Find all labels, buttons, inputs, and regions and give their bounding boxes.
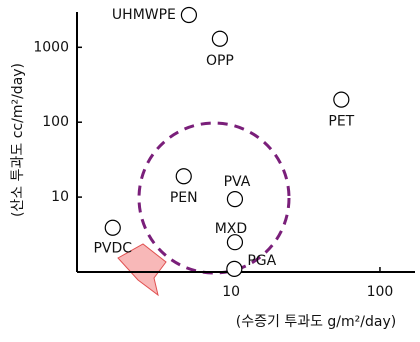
x-axis-label: (수증기 투과도 g/m²/day) <box>236 314 396 330</box>
data-point <box>175 168 192 185</box>
pointer-arrow <box>117 243 167 297</box>
x-tick-label: 10 <box>222 284 240 300</box>
point-label: PVA <box>224 174 251 190</box>
data-point <box>226 234 244 251</box>
data-point <box>226 260 243 277</box>
data-point <box>226 191 244 208</box>
point-label: PEN <box>170 190 198 206</box>
y-tick-label: 10 <box>51 189 69 205</box>
y-tick-label: 1000 <box>33 39 69 55</box>
point-label: PVDC <box>93 241 132 257</box>
y-tick-label: 100 <box>42 114 69 130</box>
point-label: PET <box>328 114 354 130</box>
data-point <box>180 6 198 24</box>
data-point <box>104 219 121 236</box>
highlight-ellipse <box>137 121 291 275</box>
y-axis-label: (산소 투과도 cc/m²/day) <box>10 63 26 217</box>
point-label: PGA <box>247 253 276 269</box>
point-label: MXD <box>215 221 247 237</box>
point-label: OPP <box>206 53 234 69</box>
x-tick-label: 100 <box>367 284 394 300</box>
point-label: UHMWPE <box>112 7 176 23</box>
data-point <box>333 91 350 108</box>
data-point <box>211 30 229 47</box>
